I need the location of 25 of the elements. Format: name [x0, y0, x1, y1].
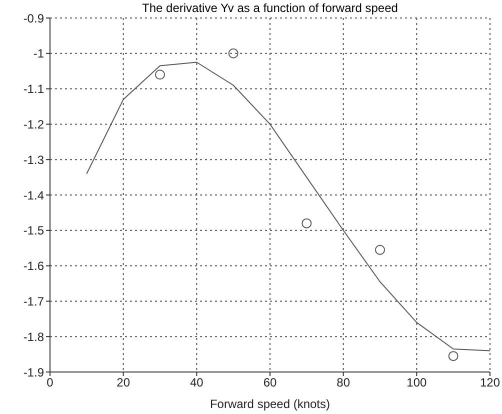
point [375, 244, 385, 255]
point [228, 48, 238, 58]
x-tick-label: 20 [116, 376, 130, 390]
point [448, 351, 458, 362]
x-tick-label: 40 [190, 376, 204, 390]
point [155, 70, 165, 80]
y-tick-label: -1.2 [23, 117, 44, 132]
y-tick-label: -1.6 [23, 259, 44, 274]
y-tick-label: -1.9 [23, 365, 44, 380]
x-tick-label: 120 [480, 376, 500, 390]
chart-title: The derivative Yv as a function of forward speed [141, 1, 399, 15]
x-tick-label: 100 [406, 376, 427, 390]
x-axis-title: Forward speed (knots) [210, 397, 330, 411]
y-tick-label: -1.8 [23, 330, 44, 344]
y-tick-label: -1.1 [23, 82, 44, 96]
x-tick-label: 60 [263, 376, 277, 390]
y-tick-label: -1.7 [23, 294, 44, 308]
y-tick-label: -1.3 [23, 152, 44, 167]
y-tick-label: -1 [33, 46, 44, 61]
y-tick-label: -0.9 [23, 11, 44, 26]
y-tick-label: -1.4 [23, 188, 44, 202]
y-tick-label: -1.5 [23, 224, 44, 238]
x-tick-label: 80 [336, 376, 350, 390]
x-tick-label: 0 [46, 376, 54, 390]
point [302, 218, 312, 228]
